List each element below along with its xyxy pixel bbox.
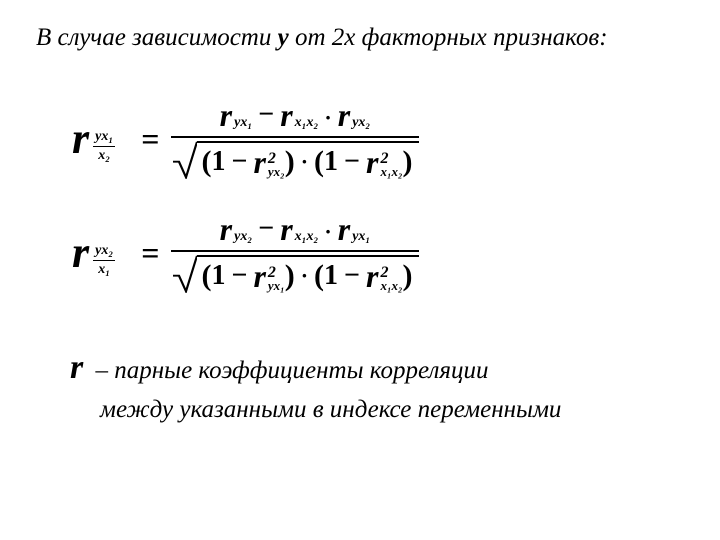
lhs-sub-den: x₁ bbox=[93, 261, 115, 277]
r-symbol: r bbox=[72, 117, 89, 161]
term-r2x1x2: r 2 x₁x₂ bbox=[366, 260, 403, 292]
minus-op: − bbox=[258, 213, 274, 245]
sqrt-content: ( 1 − r 2 yx₁ ) · bbox=[197, 255, 418, 293]
term-rx1x2: r x₁x₂ bbox=[280, 213, 318, 245]
term-r2yx1: r 2 yx₁ bbox=[253, 260, 284, 292]
lhs-sub-den: x₂ bbox=[93, 147, 115, 163]
cdot-op: · bbox=[324, 105, 331, 131]
sqrt: ( 1 − r 2 yx₂ ) · bbox=[171, 141, 418, 179]
sqrt-sign-icon bbox=[171, 141, 197, 179]
term-r2yx2: r 2 yx₂ bbox=[253, 146, 284, 178]
formulas-block: r yx₁ x₂ = r yx₁ − r x₁x₂ bbox=[72, 99, 684, 293]
title-part1: В случае зависимости bbox=[36, 24, 278, 51]
footer-text: r – парные коэффициенты корреляции между… bbox=[70, 343, 684, 429]
formula-2-fraction: r yx₂ − r x₁x₂ · r yx₁ bbox=[171, 213, 418, 293]
title-part3: факторных признаков: bbox=[355, 24, 607, 51]
cdot-op: · bbox=[324, 219, 331, 245]
formula-1: r yx₁ x₂ = r yx₁ − r x₁x₂ bbox=[72, 99, 684, 179]
denominator: ( 1 − r 2 yx₂ ) · bbox=[171, 138, 418, 179]
numerator: r yx₂ − r x₁x₂ · r yx₁ bbox=[210, 213, 381, 250]
lhs-sub-num: yx₁ bbox=[93, 129, 115, 146]
sqrt-sign-icon bbox=[171, 255, 197, 293]
title-y: у bbox=[278, 24, 289, 51]
formula-1-lhs: r yx₁ x₂ bbox=[72, 115, 115, 163]
title-text: В случае зависимости у от 2х факторных п… bbox=[36, 20, 684, 55]
title-2x: 2х bbox=[332, 24, 356, 51]
term-r2x1x2: r 2 x₁x₂ bbox=[366, 146, 403, 178]
term-ryx2: r yx₂ bbox=[220, 213, 253, 245]
footer-line1: – парные коэффициенты корреляции bbox=[89, 357, 488, 384]
sqrt-content: ( 1 − r 2 yx₂ ) · bbox=[197, 141, 418, 179]
numerator: r yx₁ − r x₁x₂ · r yx₂ bbox=[210, 99, 381, 136]
title-part2: от bbox=[289, 24, 332, 51]
lhs-subscript-fraction: yx₁ x₂ bbox=[93, 129, 115, 163]
slide: В случае зависимости у от 2х факторных п… bbox=[0, 0, 720, 449]
formula-1-fraction: r yx₁ − r x₁x₂ · r yx₂ bbox=[171, 99, 418, 179]
lhs-subscript-fraction: yx₂ x₁ bbox=[93, 243, 115, 277]
formula-2-lhs: r yx₂ x₁ bbox=[72, 229, 115, 277]
r-symbol: r bbox=[72, 231, 89, 275]
term-ryx2: r yx₂ bbox=[338, 99, 371, 131]
equals-sign: = bbox=[141, 121, 159, 158]
footer-r-symbol: r bbox=[70, 349, 83, 386]
equals-sign: = bbox=[141, 235, 159, 272]
term-ryx1: r yx₁ bbox=[338, 213, 371, 245]
lhs-sub-num: yx₂ bbox=[93, 243, 115, 260]
term-rx1x2: r x₁x₂ bbox=[280, 99, 318, 131]
denominator: ( 1 − r 2 yx₁ ) · bbox=[171, 252, 418, 293]
term-ryx1: r yx₁ bbox=[220, 99, 253, 131]
footer-line2: между указанными в индексе переменными bbox=[100, 396, 561, 423]
sqrt: ( 1 − r 2 yx₁ ) · bbox=[171, 255, 418, 293]
minus-op: − bbox=[258, 99, 274, 131]
formula-2: r yx₂ x₁ = r yx₂ − r x₁x₂ bbox=[72, 213, 684, 293]
